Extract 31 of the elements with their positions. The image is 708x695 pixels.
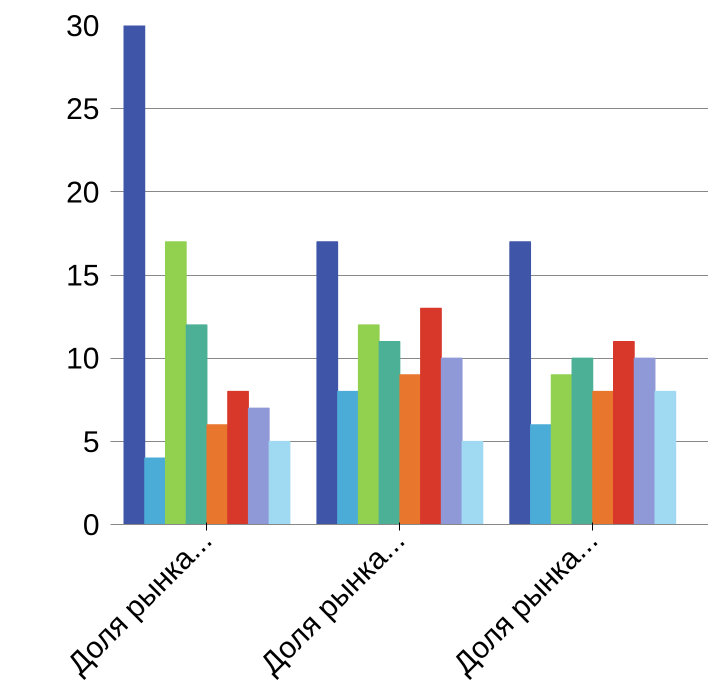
bar xyxy=(144,457,166,524)
bar xyxy=(530,424,552,524)
bar xyxy=(164,241,187,524)
bar xyxy=(358,324,380,524)
bar xyxy=(572,358,594,524)
bar xyxy=(420,308,442,524)
bar xyxy=(316,241,338,524)
bar xyxy=(378,341,400,524)
bar xyxy=(550,374,573,524)
bar xyxy=(227,390,249,524)
bar xyxy=(634,358,656,524)
y-tick-label: 25 xyxy=(66,93,100,126)
bar xyxy=(337,390,359,524)
bar xyxy=(440,358,463,524)
bar xyxy=(592,390,614,524)
bar xyxy=(399,374,422,524)
y-tick-label: 30 xyxy=(66,10,100,43)
bar xyxy=(268,440,290,524)
bar xyxy=(248,408,270,524)
bar xyxy=(612,341,635,524)
bar xyxy=(462,440,484,524)
y-tick-label: 20 xyxy=(66,176,100,210)
bar xyxy=(654,390,676,524)
y-tick-label: 5 xyxy=(82,426,100,459)
y-tick-label: 0 xyxy=(82,509,100,542)
y-tick-label: 15 xyxy=(66,260,100,292)
y-tick-label: 10 xyxy=(66,342,100,376)
bar xyxy=(509,241,532,524)
bar xyxy=(186,324,208,524)
bar xyxy=(206,424,228,524)
bar xyxy=(124,26,146,524)
